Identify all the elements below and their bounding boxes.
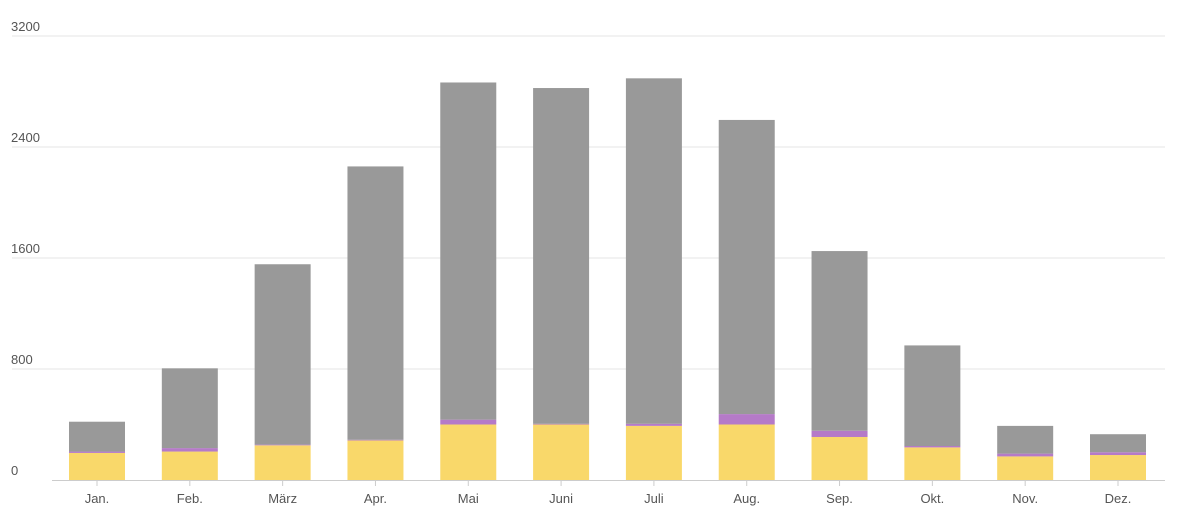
y-tick-label: 1600 <box>11 241 40 256</box>
bar-segment[interactable] <box>811 436 868 480</box>
x-category-label: Sep. <box>826 491 853 506</box>
bar-segment[interactable] <box>161 451 218 480</box>
bar-segment[interactable] <box>347 439 404 441</box>
x-category-label: Dez. <box>1105 491 1132 506</box>
x-category-label: Mai <box>458 491 479 506</box>
y-tick-label: 800 <box>11 352 33 367</box>
x-axis-category-labels: Jan. Feb. März Apr. Mai Juni Juli Aug. Sep. Okt. N… <box>85 480 1132 506</box>
y-tick-label: 0 <box>11 463 18 478</box>
bar-segment[interactable] <box>1090 455 1146 480</box>
bar-segment[interactable] <box>718 414 775 425</box>
bar-segment[interactable] <box>997 425 1054 454</box>
bar-segment[interactable] <box>533 424 590 481</box>
y-tick-label: 2400 <box>11 130 40 145</box>
bar-segment[interactable] <box>69 421 125 452</box>
bar-segment[interactable] <box>904 447 961 480</box>
bar-segment[interactable] <box>625 78 682 424</box>
bar-segment[interactable] <box>440 424 497 481</box>
bar-segment[interactable] <box>811 251 868 431</box>
bar-segment[interactable] <box>1090 434 1146 453</box>
bar-segment[interactable] <box>718 424 775 481</box>
bar-segment[interactable] <box>625 423 682 426</box>
x-category-label: März <box>268 491 297 506</box>
x-category-label: Okt. <box>920 491 944 506</box>
x-category-label: Aug. <box>733 491 760 506</box>
bar-segment[interactable] <box>625 425 682 480</box>
bar-segment[interactable] <box>440 419 497 425</box>
bar-segment[interactable] <box>161 448 218 452</box>
bar-segment[interactable] <box>904 345 961 447</box>
x-category-label: Nov. <box>1012 491 1038 506</box>
x-category-label: Jan. <box>85 491 110 506</box>
bar-segment[interactable] <box>161 368 218 449</box>
bar-segment[interactable] <box>69 452 125 480</box>
bar-segment[interactable] <box>347 440 404 480</box>
x-category-label: Apr. <box>364 491 387 506</box>
bar-segment[interactable] <box>69 451 125 453</box>
bar-segment[interactable] <box>533 423 590 425</box>
bar-segment[interactable] <box>718 119 775 415</box>
bar-segment[interactable] <box>811 430 868 437</box>
bar-segment[interactable] <box>1090 452 1146 456</box>
bar-segment[interactable] <box>533 88 590 424</box>
bar-segment[interactable] <box>254 445 311 480</box>
bar-segment[interactable] <box>254 444 311 446</box>
x-category-label: Juni <box>549 491 573 506</box>
bar-segment[interactable] <box>440 82 497 420</box>
x-category-label: Feb. <box>177 491 203 506</box>
bar-segment[interactable] <box>347 166 404 440</box>
x-category-label: Juli <box>644 491 664 506</box>
bar-segment[interactable] <box>997 453 1054 457</box>
y-tick-label: 3200 <box>11 19 40 34</box>
bar-segment[interactable] <box>997 456 1054 480</box>
bars <box>69 78 1146 480</box>
y-axis-tick-labels: 0 800 1600 2400 3200 <box>11 19 40 478</box>
bar-segment[interactable] <box>254 264 311 445</box>
bar-segment[interactable] <box>904 446 961 448</box>
